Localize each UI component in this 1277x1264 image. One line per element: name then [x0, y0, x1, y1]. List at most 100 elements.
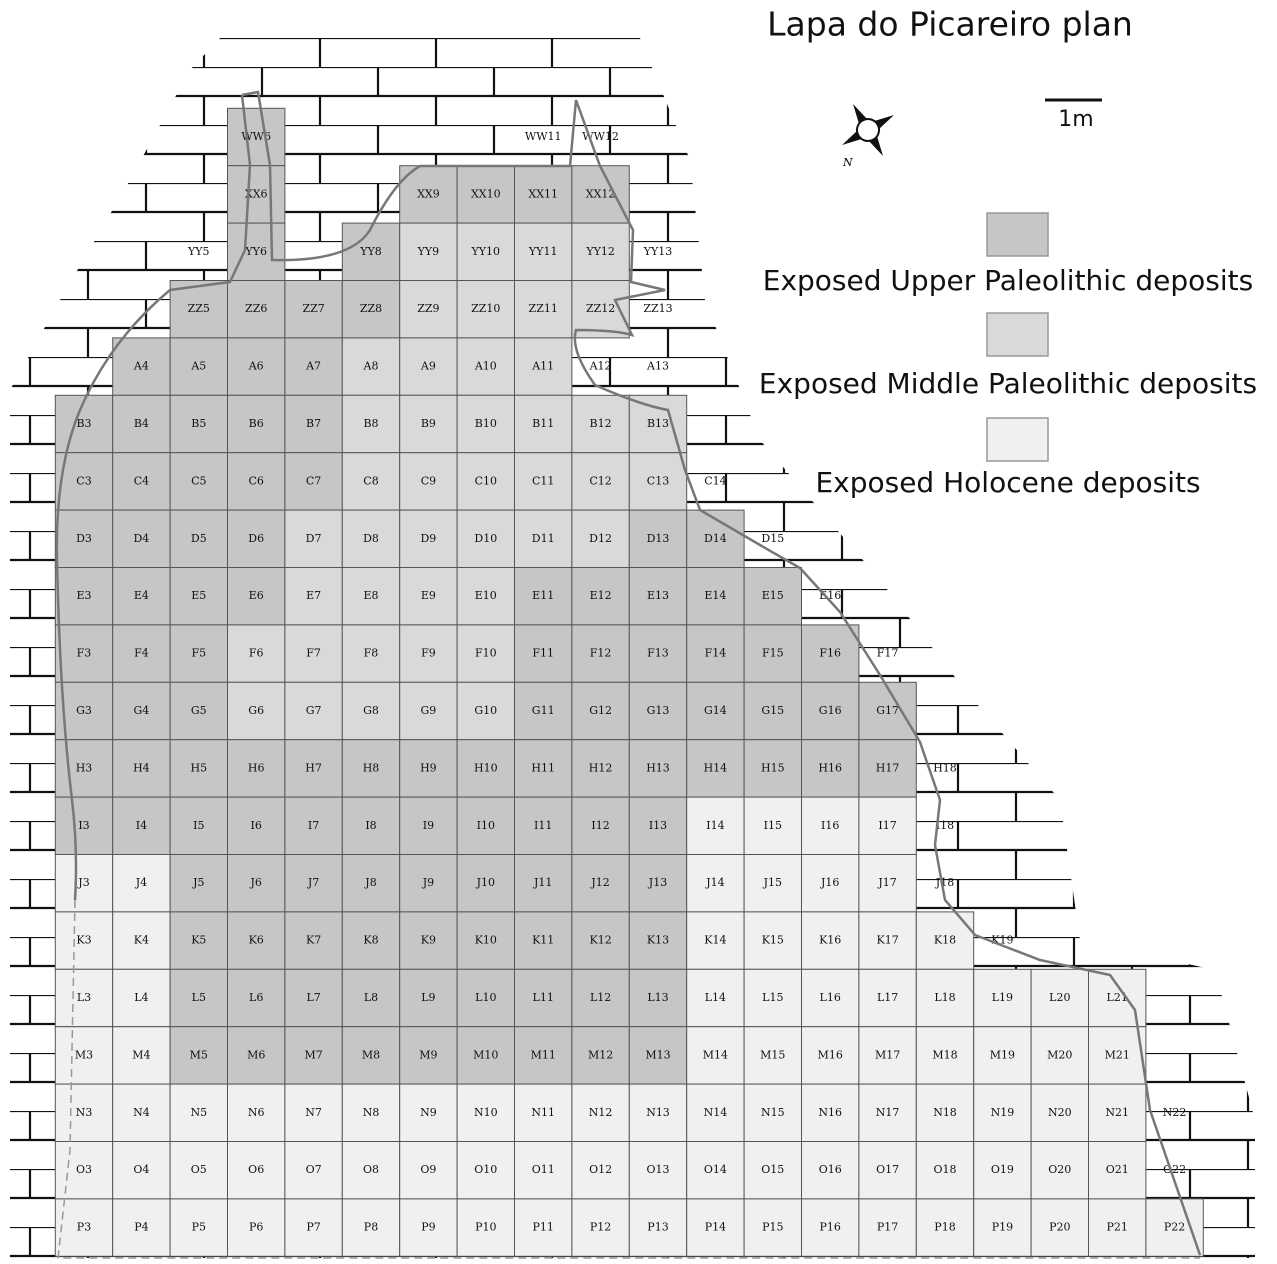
cell-label: L7	[306, 991, 320, 1004]
cell-label: I6	[251, 819, 262, 832]
grid-cell	[571, 567, 630, 626]
cell-label: L14	[705, 991, 726, 1004]
grid-cell	[341, 509, 401, 569]
grid-cell	[456, 968, 516, 1028]
cell-label: C8	[363, 474, 378, 487]
cell-label: ZZ8	[360, 302, 382, 315]
cell-label: E10	[475, 589, 497, 602]
cell-label: H4	[133, 761, 150, 774]
grid-cell	[456, 1026, 516, 1085]
cell-label: G8	[363, 704, 379, 717]
cell-label: A12	[589, 360, 612, 373]
grid-cell	[1030, 1026, 1089, 1085]
cell-label: P22	[1164, 1221, 1185, 1234]
grid-cell	[456, 854, 516, 913]
cell-label: N18	[933, 1106, 957, 1119]
cell-label: E3	[76, 589, 91, 602]
cell-label: ZZ5	[188, 302, 210, 315]
grid-cell	[686, 1026, 745, 1085]
legend-label: Exposed Middle Paleolithic deposits	[759, 367, 1257, 400]
cell-label: C11	[532, 474, 554, 487]
cell-label: XX6	[245, 187, 268, 200]
grid-cell	[628, 911, 688, 970]
grid-cell	[284, 1083, 343, 1142]
cell-label: YY5	[187, 245, 210, 258]
cell-label: YY12	[585, 245, 615, 258]
grid-cell	[514, 681, 573, 741]
cell-label: G7	[306, 704, 322, 717]
cell-label: G14	[704, 704, 727, 717]
grid-cell	[973, 1026, 1032, 1085]
grid-cell	[801, 796, 860, 855]
cell-label: E12	[590, 589, 612, 602]
grid-cell	[54, 1026, 114, 1085]
grid-cell	[571, 1141, 630, 1200]
cell-label: ZZ11	[529, 302, 558, 315]
cell-label: K5	[191, 934, 206, 947]
cell-label: YY10	[471, 245, 501, 258]
grid-cell	[284, 968, 343, 1028]
grid-cell	[112, 796, 171, 855]
grid-cell	[112, 567, 171, 626]
cell-label: H7	[305, 761, 322, 774]
cell-label: G17	[876, 704, 899, 717]
cell-label: I15	[764, 819, 782, 832]
cell-label: P7	[306, 1221, 320, 1234]
cell-label: ZZ7	[302, 302, 324, 315]
grid-cell	[801, 681, 860, 741]
grid-cell	[514, 280, 573, 339]
grid-cell	[571, 280, 630, 339]
cell-label: P10	[475, 1221, 496, 1234]
grid-cell	[54, 624, 114, 683]
grid-cell	[1030, 968, 1089, 1028]
cell-label: L17	[877, 991, 898, 1004]
cell-label: E15	[762, 589, 784, 602]
cell-label: G6	[248, 704, 264, 717]
cell-label: K10	[475, 934, 497, 947]
grid-cell	[686, 1083, 745, 1142]
grid-cell	[227, 681, 286, 741]
grid-cell	[341, 567, 401, 626]
cell-label: P3	[77, 1221, 91, 1234]
grid-cell	[227, 509, 286, 569]
grid-cell	[628, 968, 688, 1028]
grid-cell	[1088, 1141, 1147, 1200]
grid-cell	[571, 854, 630, 913]
cell-label: H3	[76, 761, 93, 774]
grid-cell	[54, 968, 114, 1028]
cell-label: XX11	[528, 187, 558, 200]
cell-label: L19	[992, 991, 1013, 1004]
cell-label: P11	[532, 1221, 553, 1234]
cell-label: J9	[422, 876, 434, 889]
cell-label: O6	[248, 1163, 264, 1176]
cell-label: B12	[590, 417, 612, 430]
grid-cell	[571, 509, 630, 569]
grid-cell	[456, 739, 516, 798]
grid-cell	[628, 1026, 688, 1085]
cell-label: K13	[647, 934, 669, 947]
cell-label: H13	[646, 761, 670, 774]
cell-label: O5	[191, 1163, 207, 1176]
cell-label: P9	[421, 1221, 435, 1234]
grid-cell	[399, 280, 458, 339]
legend-swatch	[986, 312, 1049, 357]
grid-cell	[112, 1141, 171, 1200]
grid-cell	[743, 1141, 802, 1200]
grid-cell	[514, 1141, 573, 1200]
cell-label: L4	[134, 991, 148, 1004]
cell-label: M6	[247, 1048, 265, 1061]
cell-label: A10	[474, 360, 497, 373]
cell-label: ZZ9	[417, 302, 439, 315]
grid-cell	[112, 911, 171, 970]
grid-cell	[628, 624, 688, 683]
cell-label: J6	[249, 876, 261, 889]
grid-cell	[1088, 1026, 1147, 1085]
cell-label: P21	[1106, 1221, 1127, 1234]
cell-label: C3	[76, 474, 91, 487]
cell-label: L11	[533, 991, 554, 1004]
cell-label: D7	[306, 532, 322, 545]
cell-label: I10	[477, 819, 495, 832]
grid-cell	[743, 1083, 802, 1142]
cell-label: I8	[365, 819, 376, 832]
